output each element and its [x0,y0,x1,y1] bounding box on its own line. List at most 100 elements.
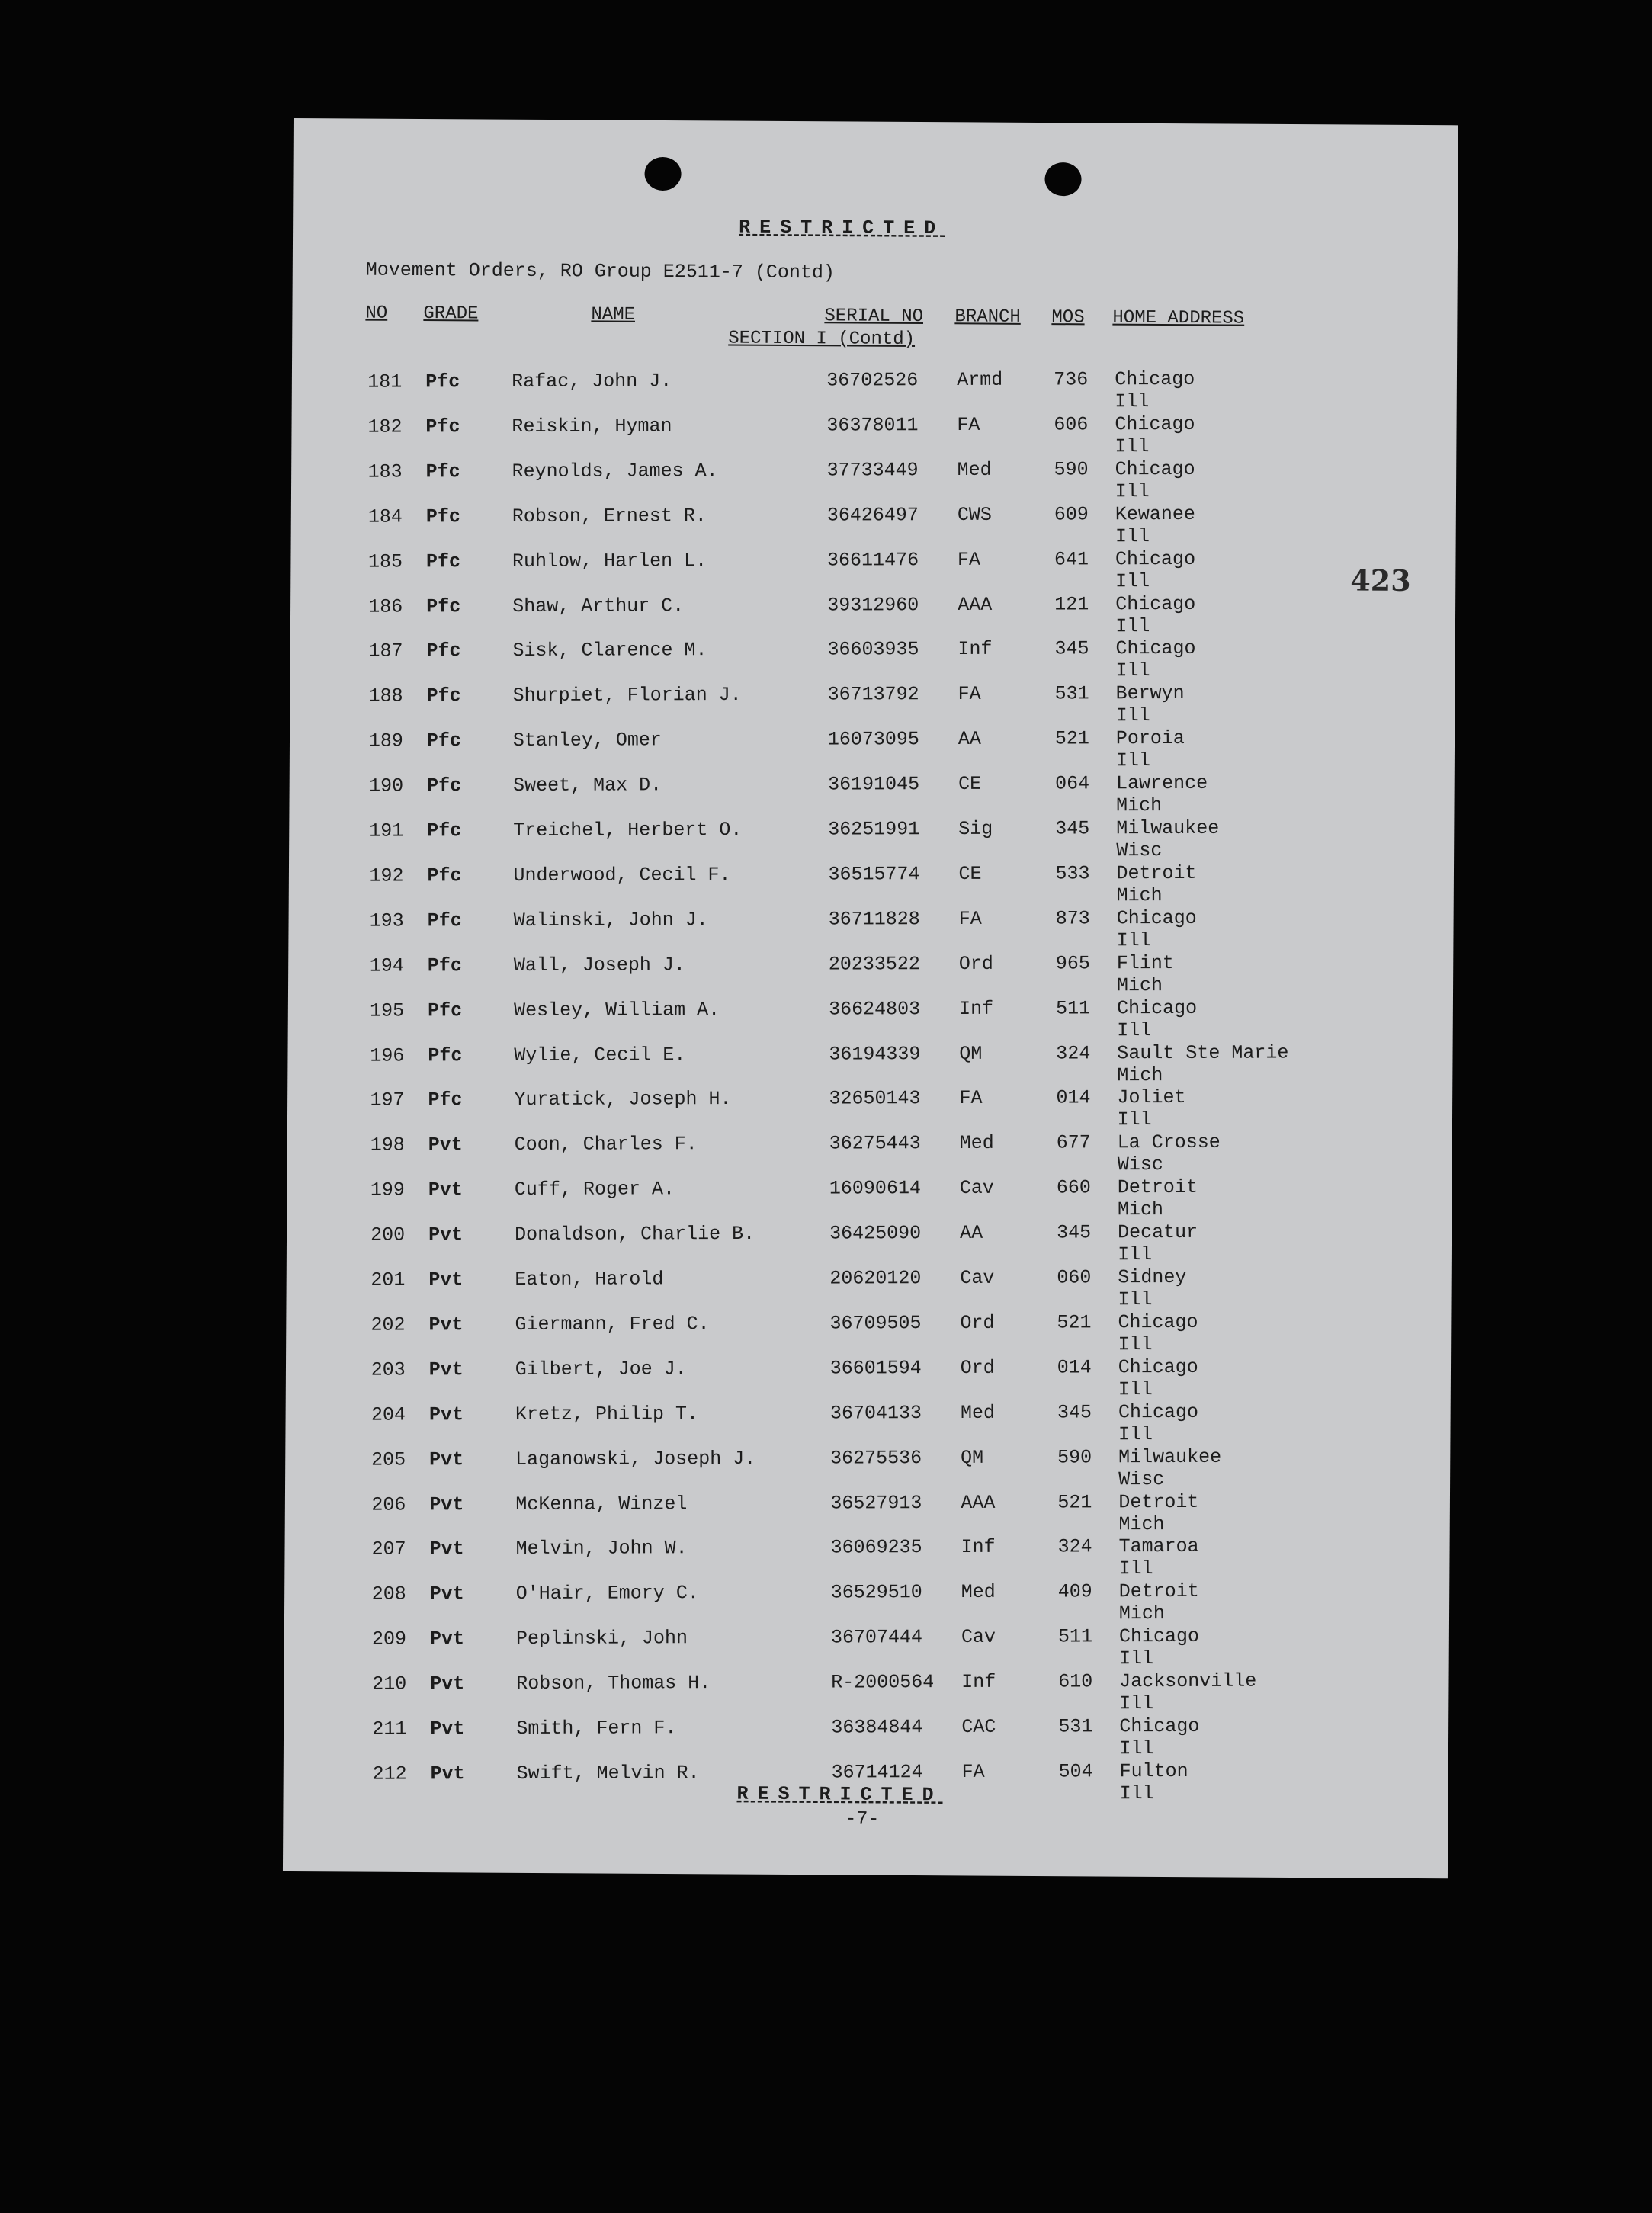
cell-grade: Pvt [428,1313,464,1336]
cell-no: 207 [371,1538,406,1561]
cell-mos: 873 [1055,907,1090,930]
cell-serial: 36624803 [829,997,921,1021]
cell-city: Joliet [1117,1086,1186,1109]
cell-name: Sisk, Clarence M. [512,639,707,662]
cell-grade: Pfc [427,864,462,887]
cell-city: Detroit [1118,1580,1199,1603]
cell-state: Wisc [1117,1153,1163,1176]
cell-no: 191 [369,819,404,842]
cell-city: Detroit [1118,1490,1199,1513]
cell-city: Kewanee [1115,502,1195,525]
table-row: 194 Pfc Wall, Joseph J. 20233522 Ord 965 Flint… [297,951,1461,999]
cell-serial: 36601594 [829,1356,922,1380]
table-row: 182 Pfc Reiskin, Hyman 36378011 FA 606 Chicago… [294,412,1459,460]
cell-no: 209 [371,1628,407,1650]
cell-mos: 660 [1056,1176,1091,1199]
cell-city: Tamaroa [1118,1535,1199,1558]
cell-mos: 609 [1054,503,1089,526]
page-number: -7- [845,1807,880,1830]
cell-branch: FA [959,1087,983,1110]
cell-branch: Ord [960,1311,995,1334]
cell-grade: Pvt [428,1134,463,1156]
cell-state: Ill [1117,1108,1152,1131]
table-row: 200 Pvt Donaldson, Charlie B. 36425090 AA 345… [297,1220,1462,1268]
cell-grade: Pvt [430,1762,465,1785]
cell-branch: Med [957,458,992,481]
cell-grade: Pfc [425,370,460,393]
cell-serial: 36426497 [826,503,919,527]
cell-branch: AAA [961,1491,996,1514]
cell-mos: 324 [1057,1535,1092,1558]
cell-mos: 409 [1057,1580,1092,1603]
table-row: 188 Pfc Shurpiet, Florian J. 36713792 FA 531 B… [296,682,1461,730]
cell-branch: AAA [958,593,993,616]
cell-mos: 641 [1054,547,1089,571]
cell-name: Swift, Melvin R. [516,1762,700,1785]
cell-state: Wisc [1116,839,1163,862]
cell-serial: 36603935 [827,638,919,661]
cell-serial: 16090614 [829,1177,921,1200]
cell-state: Ill [1119,1647,1154,1670]
cell-branch: CAC [961,1715,996,1738]
cell-name: Laganowski, Joseph J. [515,1447,756,1471]
cell-mos: 590 [1057,1445,1092,1469]
cell-city: Chicago [1118,1400,1199,1423]
cell-name: Underwood, Cecil F. [513,863,731,887]
table-row: 189 Pfc Stanley, Omer 16073095 AA 521 Poroia Il… [296,726,1461,775]
cell-branch: Sig [958,817,993,840]
cell-grade: Pvt [429,1583,464,1605]
cell-branch: Inf [961,1670,996,1694]
cell-grade: Pfc [428,1089,463,1111]
cell-mos: 345 [1057,1401,1092,1424]
cell-city: Chicago [1115,592,1196,615]
cell-branch: Cav [960,1266,995,1289]
cell-serial: 36529510 [830,1581,922,1604]
cell-no: 192 [369,864,404,887]
cell-city: Chicago [1116,906,1197,930]
cell-grade: Pvt [428,1268,464,1291]
cell-grade: Pvt [428,1179,463,1201]
cell-branch: Inf [959,997,994,1020]
cell-state: Ill [1118,1378,1153,1401]
cell-serial: 36611476 [826,548,919,572]
cell-grade: Pfc [428,999,463,1022]
cell-city: Milwaukee [1118,1445,1222,1468]
cell-no: 197 [370,1089,405,1112]
cell-branch: Ord [960,1356,995,1379]
cell-serial: 36251991 [828,818,920,841]
cell-state: Ill [1115,524,1150,547]
cell-serial: 36707444 [830,1626,923,1649]
cell-branch: Cav [959,1176,994,1200]
cell-no: 203 [370,1358,406,1381]
cell-branch: FA [958,907,982,930]
cell-grade: Pfc [425,415,460,438]
table-row: 187 Pfc Sisk, Clarence M. 36603935 Inf 345 Chi… [295,637,1460,685]
cell-branch: CWS [957,503,992,526]
cell-name: Shurpiet, Florian J. [512,684,742,707]
table-row: 185 Pfc Ruhlow, Harlen L. 36611476 FA 641 Chic… [295,547,1460,595]
cell-grade: Pvt [429,1628,465,1650]
cell-state: Ill [1115,659,1150,682]
table-row: 190 Pfc Sweet, Max D. 36191045 CE 064 Lawrence… [296,771,1461,819]
cell-state: Ill [1115,479,1150,503]
cell-city: Detroit [1116,861,1197,885]
cell-no: 198 [370,1134,405,1156]
cell-serial: 36515774 [828,863,920,886]
cell-state: Ill [1118,1333,1153,1356]
table-row: 197 Pfc Yuratick, Joseph H. 32650143 FA 014 Jo… [297,1086,1461,1134]
table-row: 209 Pvt Peplinski, John 36707444 Cav 511 Chica… [299,1624,1464,1673]
cell-no: 208 [371,1583,406,1605]
table-row: 204 Pvt Kretz, Philip T. 36704133 Med 345 Chic… [298,1400,1463,1448]
cell-serial: 36704133 [829,1401,922,1425]
cell-state: Ill [1115,435,1150,458]
table-row: 196 Pfc Wylie, Cecil E. 36194339 QM 324 Sault … [297,1041,1461,1089]
cell-mos: 324 [1056,1041,1091,1065]
cell-branch: QM [961,1446,984,1469]
cell-name: Kretz, Philip T. [515,1402,699,1426]
table-row: 203 Pvt Gilbert, Joe J. 36601594 Ord 014 Chica… [298,1355,1463,1403]
cell-no: 199 [370,1179,405,1201]
cell-mos: 504 [1058,1760,1093,1783]
cell-grade: Pfc [427,819,462,842]
cell-city: Milwaukee [1116,816,1220,840]
cell-city: Jacksonville [1119,1669,1257,1693]
